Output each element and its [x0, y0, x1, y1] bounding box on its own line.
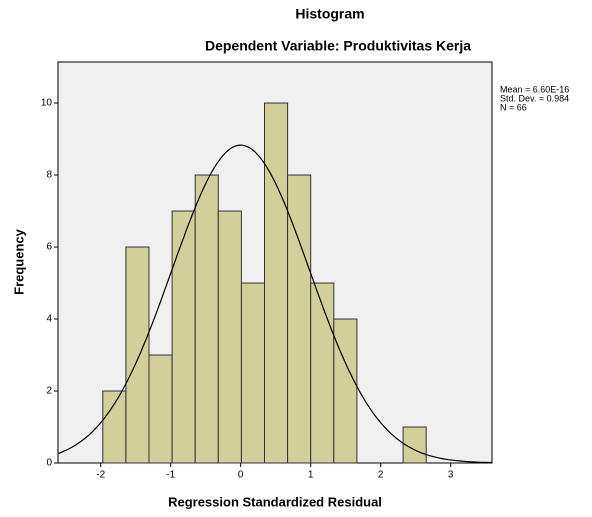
chart-subtitle: Dependent Variable: Produktivitas Kerja	[205, 38, 471, 54]
bar	[310, 282, 335, 464]
normal-curve	[57, 144, 493, 464]
bar	[264, 102, 289, 464]
y-tick-label: 0	[46, 458, 52, 469]
x-tick-label: 1	[308, 470, 314, 481]
bar	[240, 282, 265, 464]
x-tick-label: 3	[448, 470, 454, 481]
stat-label: Mean = 6.60E-16	[500, 84, 569, 94]
stat-label: N = 66	[500, 102, 527, 112]
bar	[171, 210, 196, 464]
bar	[125, 246, 150, 464]
bar	[102, 390, 127, 464]
y-tick-label: 2	[46, 386, 52, 397]
y-tick-label: 6	[46, 242, 52, 253]
bar	[194, 174, 219, 464]
x-tick-label: -1	[166, 470, 175, 481]
x-tick-label: 2	[378, 470, 384, 481]
bar	[333, 318, 358, 464]
bar	[402, 426, 427, 464]
x-axis-title: Regression Standardized Residual	[168, 494, 382, 509]
x-tick-label: 0	[238, 470, 244, 481]
y-axis-title: Frequency	[11, 228, 26, 295]
y-tick-label: 10	[41, 98, 53, 109]
chart-title: Histogram	[295, 6, 364, 22]
bar	[217, 210, 242, 464]
bar	[148, 354, 173, 464]
x-tick-label: -2	[96, 470, 105, 481]
stat-label: Std. Dev. = 0.984	[500, 93, 569, 103]
y-tick-label: 4	[46, 314, 52, 325]
y-tick-label: 8	[46, 170, 52, 181]
